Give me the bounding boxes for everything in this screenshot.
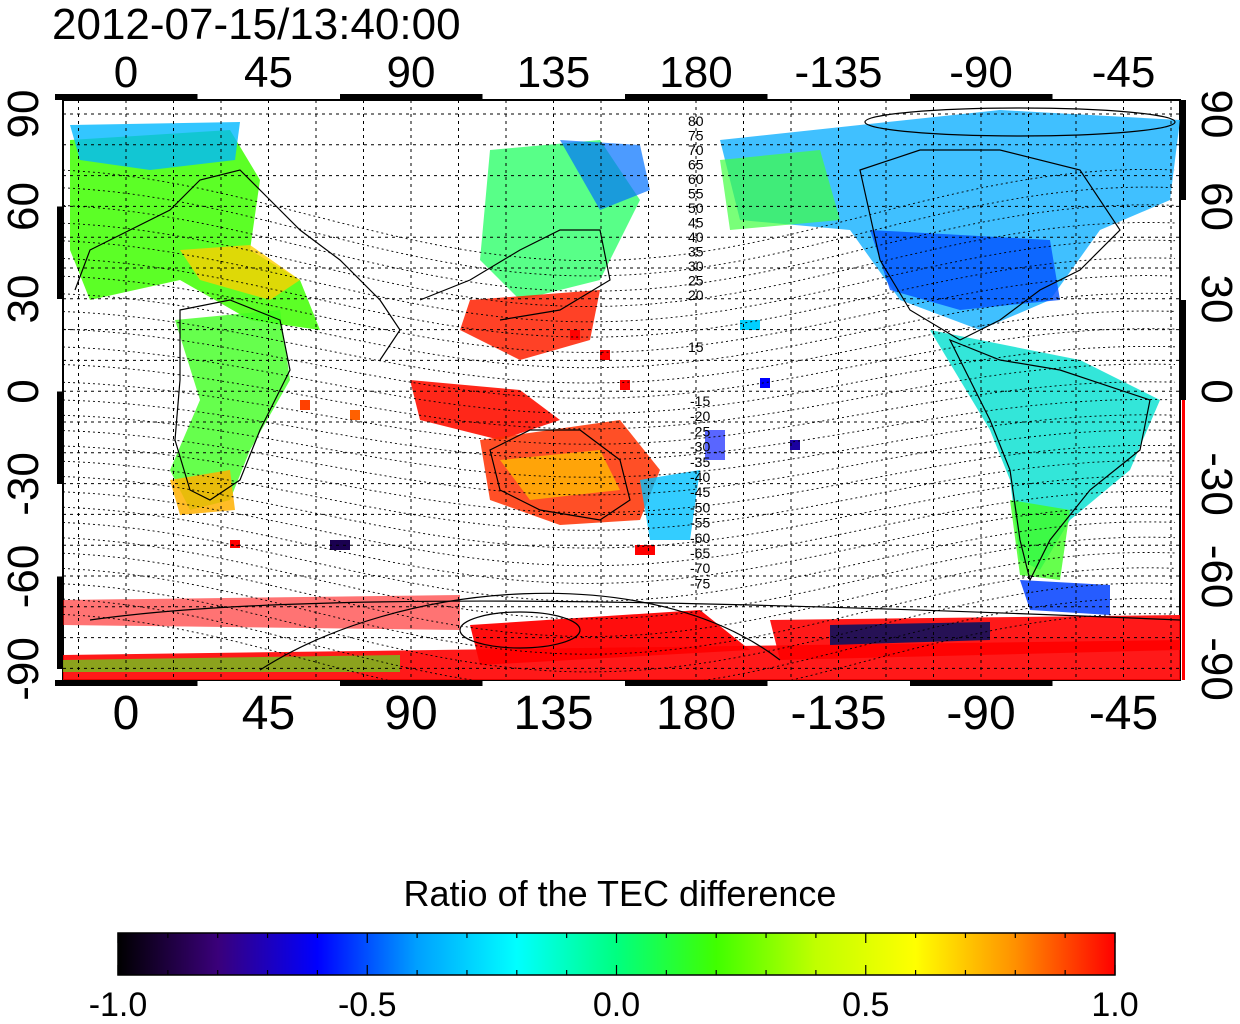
colorbar-tick-label: 0.0 bbox=[592, 986, 641, 1024]
axis-bar bbox=[910, 94, 1053, 100]
contour-label: -45 bbox=[690, 484, 710, 500]
right-tick-label: 30 bbox=[1192, 275, 1240, 324]
bottom-tick-label: -90 bbox=[946, 687, 1015, 740]
axis-frame bbox=[55, 94, 1186, 686]
axis-bar bbox=[910, 680, 1053, 686]
colorbar-ticks bbox=[117, 933, 1116, 975]
left-tick-label: -30 bbox=[0, 452, 48, 516]
left-tick-label: -90 bbox=[0, 637, 48, 701]
contour-label: 40 bbox=[688, 229, 704, 245]
top-tick-label: 90 bbox=[387, 48, 436, 97]
contour-label: -35 bbox=[690, 454, 710, 470]
right-tick-label: 0 bbox=[1192, 379, 1240, 403]
axis-bar bbox=[55, 94, 198, 100]
contour-label: 30 bbox=[688, 258, 704, 274]
contour-label: -70 bbox=[690, 560, 710, 576]
contour-label: 50 bbox=[688, 200, 704, 216]
top-tick-label: 45 bbox=[244, 48, 293, 97]
bottom-tick-label: 90 bbox=[384, 687, 437, 740]
axis-bar bbox=[55, 680, 198, 686]
bottom-axis-labels: 0 45 90 135 180 -135 -90 -45 bbox=[113, 687, 1159, 740]
contour-label: 25 bbox=[688, 273, 704, 289]
axis-bar bbox=[1180, 300, 1186, 400]
axis-bar bbox=[57, 206, 63, 299]
left-tick-label: 30 bbox=[0, 275, 48, 324]
contour-label: 60 bbox=[688, 171, 704, 187]
left-axis-labels: 90 60 30 0 -30 -60 -90 bbox=[0, 90, 48, 701]
top-tick-label: -135 bbox=[794, 48, 882, 97]
colorbar-tick-label: 1.0 bbox=[1091, 986, 1139, 1024]
contour-label: -60 bbox=[690, 530, 710, 546]
right-tick-label: -30 bbox=[1192, 452, 1240, 516]
contour-label: -75 bbox=[690, 575, 710, 591]
bottom-tick-label: 45 bbox=[242, 687, 295, 740]
contour-label: 65 bbox=[688, 157, 704, 173]
colorbar-tick-label: 0.5 bbox=[842, 986, 890, 1024]
left-tick-label: 0 bbox=[0, 379, 48, 403]
contour-label: -15 bbox=[690, 393, 710, 409]
contour-label: 35 bbox=[688, 244, 704, 260]
top-tick-label: 180 bbox=[659, 48, 732, 97]
contour-label: -65 bbox=[690, 545, 710, 561]
contour-label: -50 bbox=[690, 499, 710, 515]
map-grid bbox=[63, 100, 1180, 680]
contour-label: 70 bbox=[688, 142, 704, 158]
left-tick-label: 60 bbox=[0, 182, 48, 231]
top-tick-label: 0 bbox=[114, 48, 138, 97]
axis-bar bbox=[340, 94, 483, 100]
bottom-tick-label: 180 bbox=[656, 687, 736, 740]
right-tick-label: -90 bbox=[1192, 637, 1240, 701]
top-axis-labels: 0 45 90 135 180 -135 -90 -45 bbox=[114, 48, 1156, 97]
contour-label: 15 bbox=[688, 339, 704, 355]
bottom-tick-label: 135 bbox=[513, 687, 593, 740]
right-tick-label: 60 bbox=[1192, 182, 1240, 231]
magnetic-latitude-contours bbox=[63, 168, 1176, 680]
axis-bar bbox=[340, 680, 483, 686]
bottom-tick-label: -135 bbox=[790, 687, 886, 740]
contour-label: -25 bbox=[690, 423, 710, 439]
axis-bar bbox=[1180, 100, 1186, 200]
colorbar-tick-label: -0.5 bbox=[337, 986, 397, 1024]
contour-label: -30 bbox=[690, 439, 710, 455]
right-tick-label: -60 bbox=[1192, 545, 1240, 609]
left-tick-label: -60 bbox=[0, 545, 48, 609]
bottom-tick-label: -45 bbox=[1089, 687, 1158, 740]
top-tick-label: -90 bbox=[949, 48, 1013, 97]
axis-bar bbox=[57, 576, 63, 669]
axis-bar bbox=[625, 680, 768, 686]
axis-bar bbox=[1182, 400, 1185, 680]
colorbar-tick-label: -1.0 bbox=[88, 986, 148, 1024]
left-tick-label: 90 bbox=[0, 90, 48, 139]
contour-label: 55 bbox=[688, 186, 704, 202]
contour-label: 20 bbox=[688, 287, 704, 303]
contour-label: -55 bbox=[690, 515, 710, 531]
contour-label: -40 bbox=[690, 469, 710, 485]
top-tick-label: -45 bbox=[1092, 48, 1156, 97]
map-title: 2012-07-15/13:40:00 bbox=[52, 0, 461, 49]
top-tick-label: 135 bbox=[517, 48, 590, 97]
coastlines bbox=[74, 107, 1180, 671]
contour-label: -20 bbox=[690, 408, 710, 424]
right-axis-labels: 90 60 30 0 -30 -60 -90 bbox=[1192, 90, 1240, 701]
tec-map: 8075706560555045403530252015-15-20-25-30… bbox=[0, 48, 1240, 740]
colorbar-title: Ratio of the TEC difference bbox=[403, 873, 837, 914]
contour-label: 45 bbox=[688, 215, 704, 231]
right-tick-label: 90 bbox=[1192, 90, 1240, 139]
colorbar bbox=[117, 932, 1116, 976]
bottom-tick-label: 0 bbox=[113, 687, 140, 740]
axis-bar bbox=[57, 391, 63, 484]
contour-label: 75 bbox=[688, 128, 704, 144]
axis-bar bbox=[625, 94, 768, 100]
contour-label: 80 bbox=[688, 113, 704, 129]
